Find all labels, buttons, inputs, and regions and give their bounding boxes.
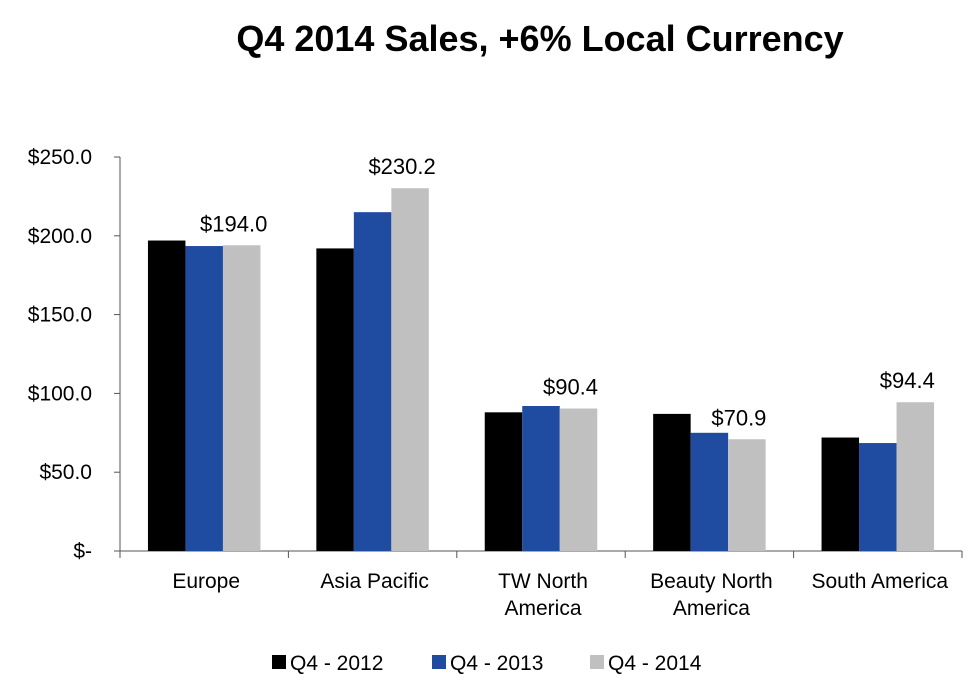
x-category-label: Asia Pacific <box>320 570 429 593</box>
data-label: $94.4 <box>880 368 935 393</box>
bar-q4-2012 <box>484 412 523 551</box>
bar-q4-2014 <box>559 408 598 551</box>
y-tick-label: $150.0 <box>28 304 92 327</box>
y-tick-label: $- <box>73 540 92 563</box>
x-category-label: Beauty North <box>650 570 773 593</box>
legend-swatch <box>432 655 446 669</box>
legend-label: Q4 - 2012 <box>290 652 383 675</box>
bar-q4-2012 <box>147 240 186 551</box>
bar-q4-2014 <box>391 188 429 551</box>
bar-q4-2013 <box>353 212 392 551</box>
y-tick-label: $50.0 <box>39 461 92 484</box>
x-category-label: TW North <box>498 570 588 593</box>
bar-q4-2012 <box>821 437 860 551</box>
bar-q4-2012 <box>653 413 691 551</box>
data-label: $70.9 <box>711 405 766 430</box>
bar-q4-2012 <box>316 248 354 551</box>
y-tick-label: $100.0 <box>28 382 92 405</box>
bar-q4-2013 <box>859 443 897 551</box>
bar-q4-2013 <box>522 406 560 551</box>
x-category-label: America <box>504 597 581 620</box>
bar-q4-2013 <box>690 432 729 551</box>
legend-swatch <box>590 655 604 669</box>
x-category-label: Europe <box>172 570 240 593</box>
x-category-label: America <box>673 597 750 620</box>
bar-q4-2014 <box>896 402 935 551</box>
data-label: $90.4 <box>543 375 598 400</box>
bar-q4-2014 <box>728 439 766 551</box>
chart-title: Q4 2014 Sales, +6% Local Currency <box>236 18 844 59</box>
bar-q4-2013 <box>185 246 223 551</box>
legend-label: Q4 - 2014 <box>608 652 702 675</box>
y-tick-label: $200.0 <box>28 225 92 248</box>
y-tick-label: $250.0 <box>28 146 92 169</box>
x-category-label: South America <box>812 570 949 593</box>
legend-swatch <box>272 655 286 669</box>
data-label: $194.0 <box>200 211 267 236</box>
legend-label: Q4 - 2013 <box>450 652 543 675</box>
data-label: $230.2 <box>368 154 435 179</box>
bar-q4-2014 <box>222 245 261 552</box>
